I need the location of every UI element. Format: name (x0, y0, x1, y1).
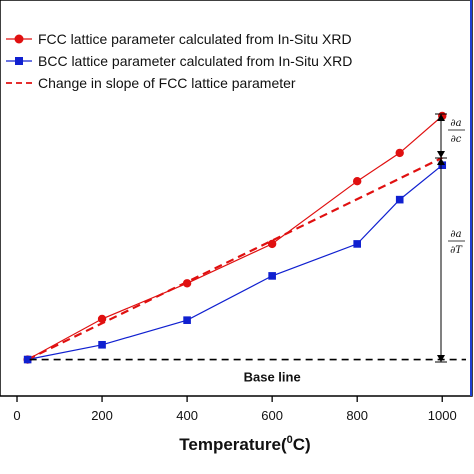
data-point-series0-1 (97, 314, 107, 324)
data-point-series0-4 (352, 176, 362, 186)
derivative-annotations: ∂a ∂c ∂a ∂T (435, 113, 465, 363)
data-point-series1-0 (23, 355, 32, 364)
x-axis-title: Temperature(0C) (179, 434, 310, 454)
x-tick-label-4: 800 (346, 408, 368, 423)
upper-arrowhead-down (437, 151, 445, 158)
x-axis-title-end: C) (293, 435, 311, 454)
lower-arrowhead-up (437, 158, 445, 165)
series-line-0 (27, 115, 443, 361)
x-tick-label-5: 1000 (428, 408, 457, 423)
data-point-series1-1 (98, 340, 106, 349)
frac1-numerator: ∂a (450, 118, 461, 129)
x-axis-title-main: Temperature( (179, 435, 287, 454)
data-point-series0-3 (267, 239, 277, 249)
frac2-denominator: ∂T (450, 245, 463, 256)
lower-arrowhead-down (437, 355, 445, 362)
series-line-2 (27, 156, 443, 361)
legend-label-fcc: FCC lattice parameter calculated from In… (38, 31, 352, 47)
x-tick-label-1: 200 (91, 408, 113, 423)
data-point-series1-4 (353, 240, 361, 248)
legend-marker-bcc (15, 57, 23, 65)
series-layer (27, 115, 443, 361)
legend-label-bcc: BCC lattice parameter calculated from In… (38, 53, 352, 69)
x-tick-label-0: 0 (13, 408, 20, 423)
marker-layer (23, 111, 447, 364)
legend-label-slope: Change in slope of FCC lattice parameter (38, 75, 296, 91)
data-point-series1-5 (395, 195, 404, 204)
frac2-numerator: ∂a (450, 229, 461, 240)
data-point-series1-3 (268, 272, 276, 280)
legend: FCC lattice parameter calculated from In… (6, 31, 352, 91)
data-point-series1-2 (183, 316, 191, 324)
upper-arrowhead-up (437, 114, 445, 121)
frac1-denominator: ∂c (451, 134, 462, 145)
x-axis-ticks: 0 200 400 600 800 1000 (13, 396, 457, 423)
data-point-series0-2 (182, 279, 192, 288)
legend-marker-fcc (14, 34, 24, 44)
data-point-series1-6 (438, 161, 447, 169)
base-line-label: Base line (244, 370, 301, 385)
x-axis-title-sup: 0 (287, 434, 293, 446)
x-tick-label-3: 600 (261, 408, 283, 423)
data-point-series0-5 (395, 148, 404, 158)
x-tick-label-2: 400 (176, 408, 198, 423)
